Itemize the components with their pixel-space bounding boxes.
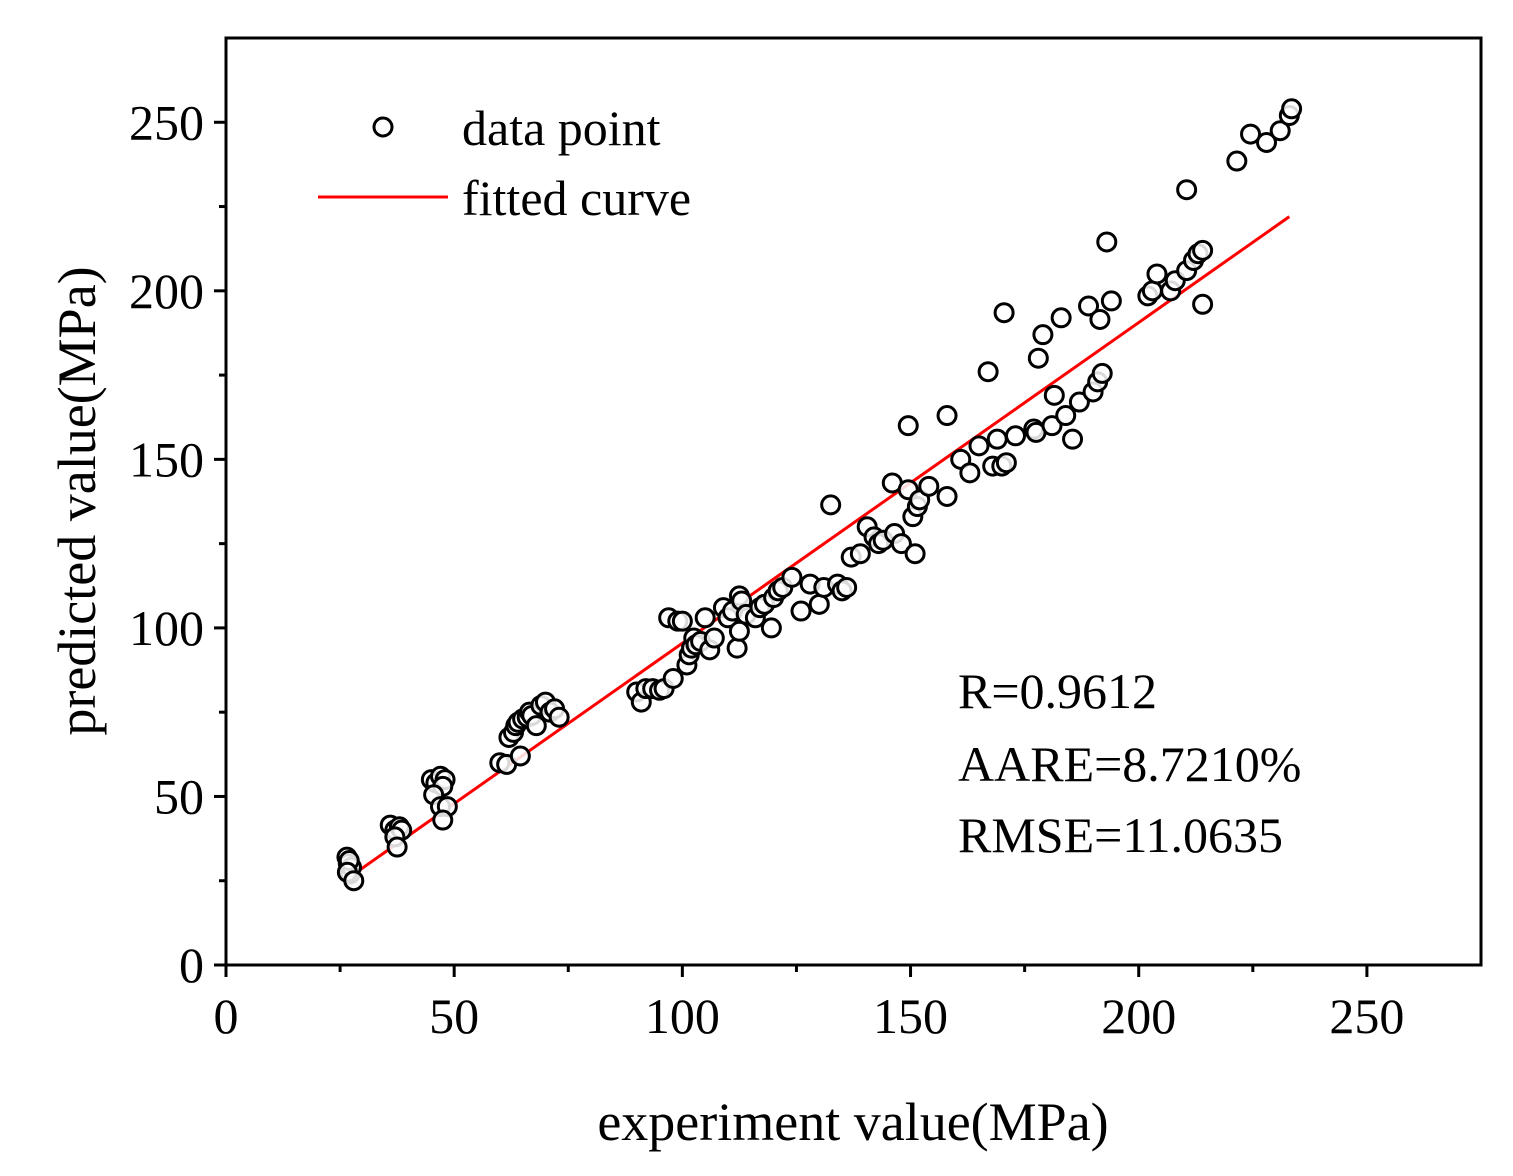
data-point xyxy=(726,637,748,659)
data-point xyxy=(936,405,958,427)
statistics-annotation: R=0.9612 AARE=8.7210% RMSE=11.0635 xyxy=(958,663,1301,863)
data-point xyxy=(662,667,684,689)
data-point xyxy=(1226,150,1248,172)
x-tick-label: 250 xyxy=(1329,988,1404,1044)
data-point xyxy=(1141,280,1163,302)
data-point xyxy=(671,610,693,632)
data-point xyxy=(808,593,830,615)
legend-fitted-curve-label: fitted curve xyxy=(462,170,691,226)
data-point xyxy=(1089,308,1111,330)
data-point xyxy=(728,620,750,642)
legend: data point fitted curve xyxy=(318,100,691,226)
data-point xyxy=(897,415,919,437)
stat-r: R=0.9612 xyxy=(958,663,1157,719)
data-point xyxy=(1176,179,1198,201)
legend-data-point-label: data point xyxy=(462,100,661,156)
data-point xyxy=(1062,428,1084,450)
axis-ticks: 0 50 100 150 200 250 0 50 100 150 200 250 xyxy=(129,94,1404,1044)
y-tick-label: 100 xyxy=(129,600,204,656)
data-point xyxy=(977,361,999,383)
y-tick-label: 50 xyxy=(154,768,204,824)
data-point xyxy=(936,485,958,507)
data-point xyxy=(1050,307,1072,329)
data-point xyxy=(836,576,858,598)
data-point xyxy=(995,452,1017,474)
data-point xyxy=(760,617,782,639)
data-point xyxy=(432,809,454,831)
y-axis-title: predicted value(MPa) xyxy=(47,266,107,735)
x-tick-label: 200 xyxy=(1101,988,1176,1044)
data-point xyxy=(1146,263,1168,285)
data-point xyxy=(1027,347,1049,369)
data-point xyxy=(509,745,531,767)
data-point xyxy=(1091,362,1113,384)
data-point xyxy=(918,475,940,497)
data-point xyxy=(1032,324,1054,346)
x-tick-label: 100 xyxy=(645,988,720,1044)
data-point xyxy=(548,706,570,728)
x-axis-title: experiment value(MPa) xyxy=(597,1092,1108,1152)
data-point xyxy=(1096,231,1118,253)
data-point xyxy=(781,566,803,588)
stat-rmse: RMSE=11.0635 xyxy=(958,807,1283,863)
data-point xyxy=(1041,415,1063,437)
y-tick-label: 0 xyxy=(179,937,204,993)
plot-frame xyxy=(224,36,1483,967)
data-point xyxy=(1043,384,1065,406)
y-tick-label: 250 xyxy=(129,94,204,150)
data-point xyxy=(790,600,812,622)
data-point xyxy=(1055,405,1077,427)
stat-aare: AARE=8.7210% xyxy=(958,736,1301,792)
data-point xyxy=(1005,425,1027,447)
data-point xyxy=(1269,120,1291,142)
data-point xyxy=(1256,131,1278,153)
x-tick-label: 150 xyxy=(873,988,948,1044)
y-tick-label: 200 xyxy=(129,263,204,319)
data-point xyxy=(968,435,990,457)
data-point xyxy=(343,870,365,892)
data-point xyxy=(993,302,1015,324)
data-point xyxy=(986,428,1008,450)
data-point xyxy=(525,715,547,737)
data-point xyxy=(1078,295,1100,317)
data-point xyxy=(904,543,926,565)
data-point xyxy=(1192,239,1214,261)
data-point xyxy=(1068,391,1090,413)
data-point xyxy=(1240,123,1262,145)
legend-data-point-marker xyxy=(372,116,394,138)
data-point xyxy=(890,533,912,555)
data-point xyxy=(1100,290,1122,312)
data-point xyxy=(694,607,716,629)
data-point xyxy=(849,543,871,565)
data-points-layer xyxy=(336,98,1303,892)
data-point xyxy=(820,494,842,516)
data-point xyxy=(959,462,981,484)
y-tick-label: 150 xyxy=(129,431,204,487)
data-point xyxy=(386,836,408,858)
data-point xyxy=(1192,293,1214,315)
data-point xyxy=(703,627,725,649)
x-tick-label: 50 xyxy=(429,988,479,1044)
data-point xyxy=(1281,98,1303,120)
x-tick-label: 0 xyxy=(214,988,239,1044)
